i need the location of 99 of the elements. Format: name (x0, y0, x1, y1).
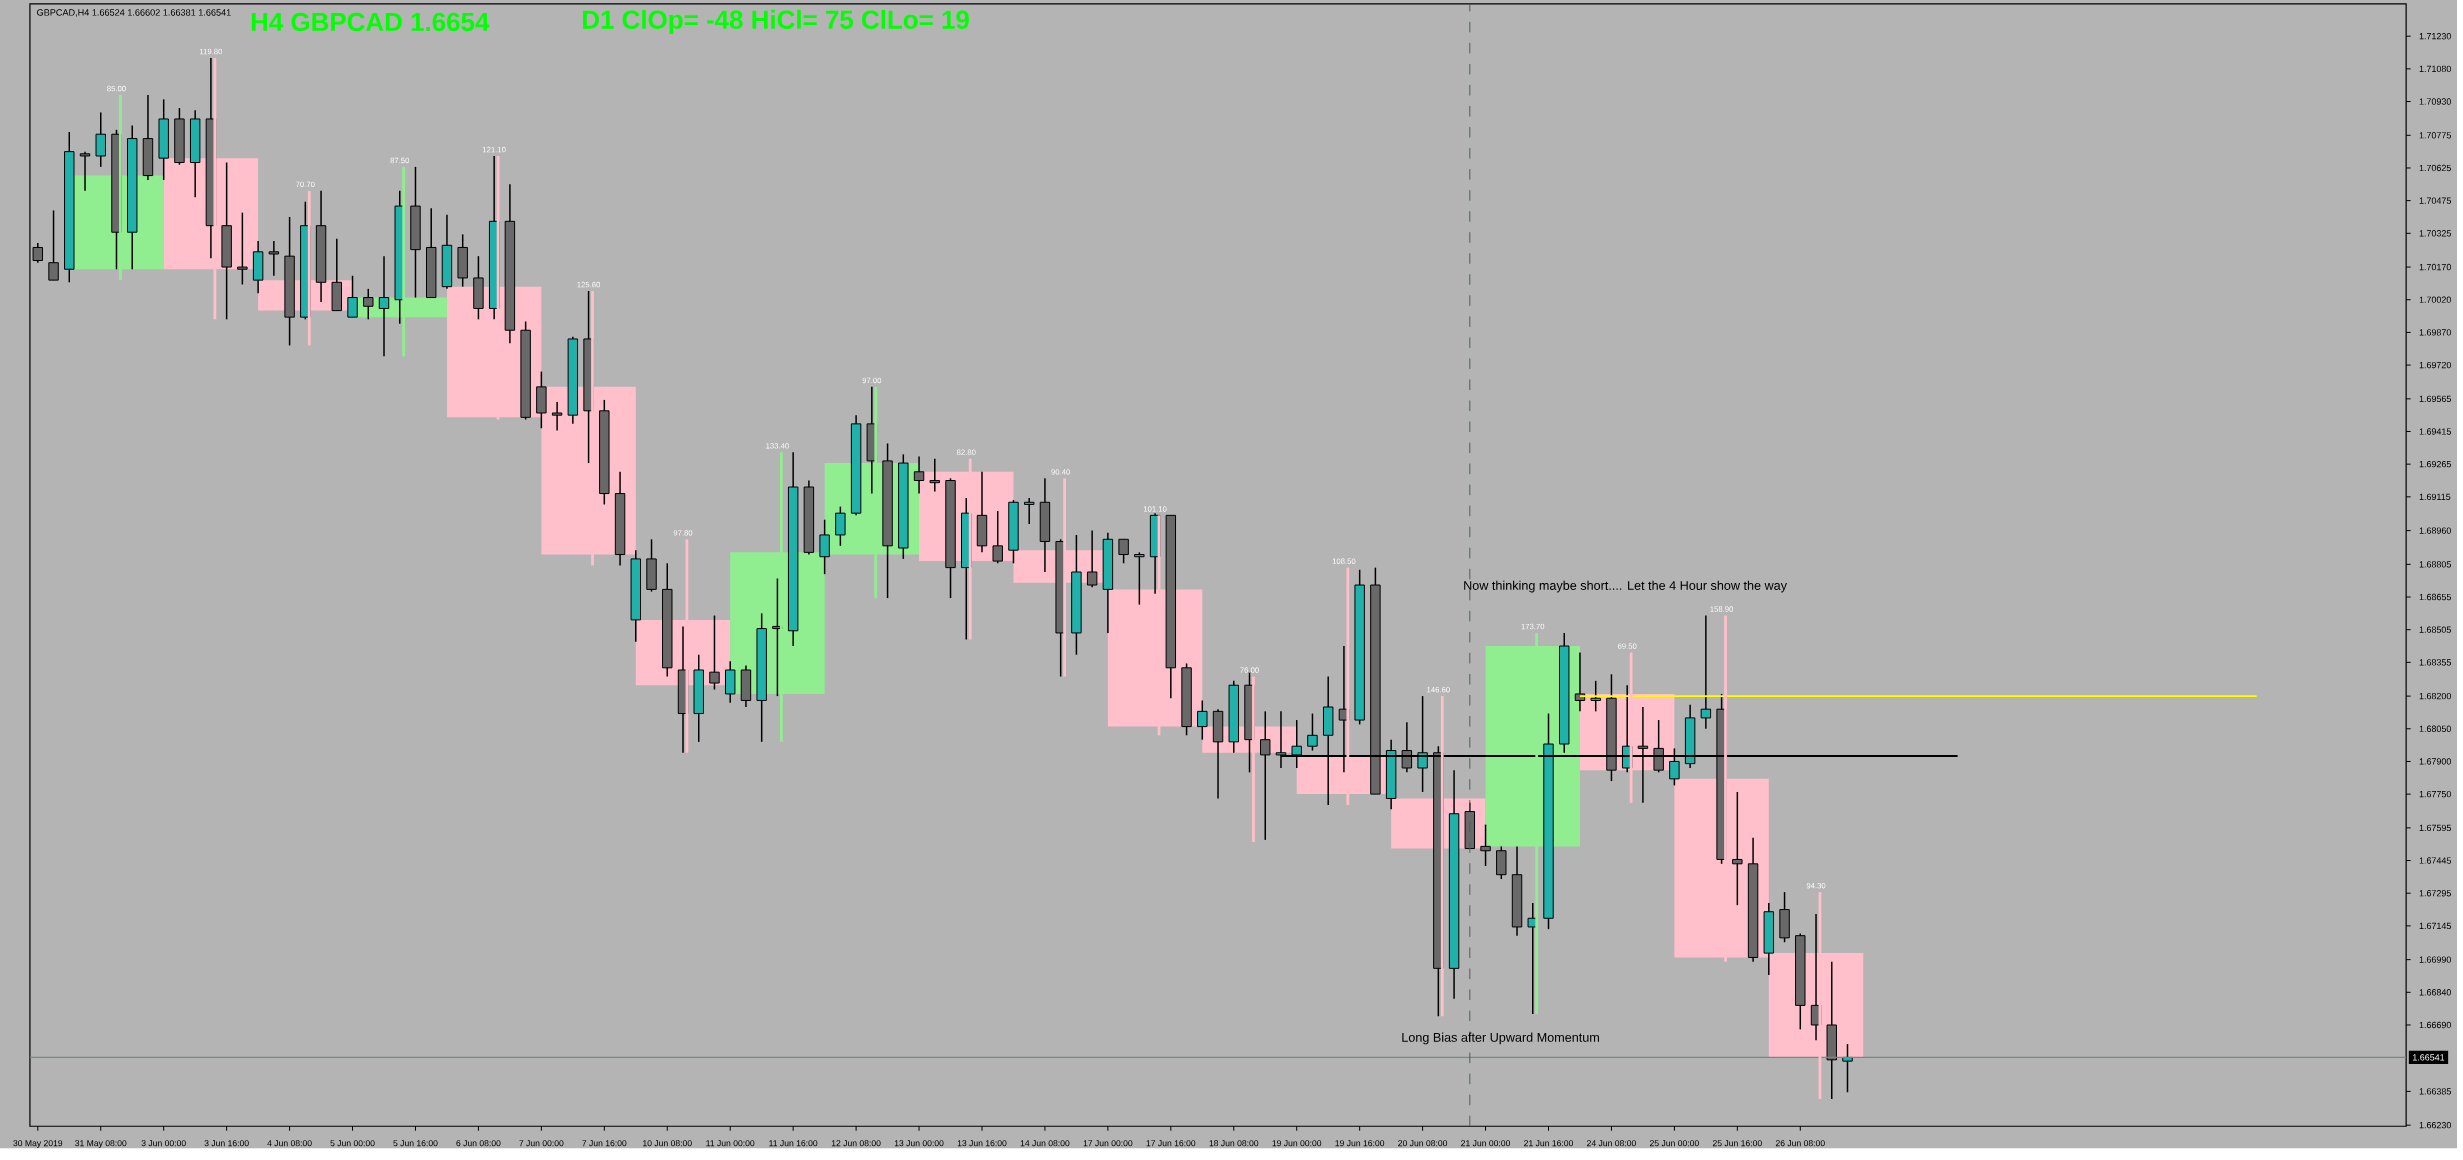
y-tick-label: 1.67295 (2419, 890, 2451, 897)
candlestick (1732, 791, 1743, 907)
candlestick (1307, 712, 1318, 752)
y-tick-label: 1.67595 (2419, 824, 2451, 832)
y-tick-label: 1.69565 (2419, 395, 2451, 403)
x-tick-label: 18 Jun 08:00 (1209, 1140, 1259, 1147)
candlestick (913, 455, 925, 495)
candlestick (1590, 680, 1601, 713)
candlestick (1700, 614, 1712, 730)
y-tick-label: 1.70325 (2419, 230, 2451, 237)
x-tick-label: 25 Jun 00:00 (1650, 1140, 1699, 1147)
y-tick-label: 1.69265 (2419, 461, 2451, 468)
annotation: Now thinking maybe short.... Let the 4 Hour show the way (1464, 580, 1788, 593)
y-tick-label: 1.68805 (2419, 561, 2451, 568)
candlestick (1023, 497, 1035, 525)
x-tick-label: 30 May 2019 (13, 1140, 63, 1149)
x-tick-label: 25 Jun 16:00 (1712, 1140, 1762, 1147)
x-tick-label: 20 Jun 08:00 (1398, 1140, 1448, 1147)
candlestick (1496, 845, 1507, 881)
y-tick-label: 1.70020 (2419, 296, 2451, 304)
y-tick-label: 1.70930 (2419, 98, 2451, 105)
candlestick (1842, 1043, 1853, 1094)
candlestick (347, 275, 358, 319)
x-tick-label: 4 Jun 08:00 (267, 1140, 312, 1147)
y-tick-label: 1.70775 (2419, 132, 2451, 139)
candlestick (551, 401, 563, 432)
y-tick-label: 1.66385 (2419, 1088, 2451, 1095)
y-tick-label: 1.70170 (2419, 264, 2451, 271)
y-tick-label: 1.67145 (2419, 922, 2451, 930)
y-tick-label: 1.69870 (2419, 329, 2451, 336)
y-tick-label: 1.66230 (2419, 1122, 2451, 1129)
annotation: Long Bias after Upward Momentum (1402, 1032, 1599, 1045)
x-tick-label: 24 Jun 08:00 (1587, 1140, 1636, 1147)
y-tick-label: 1.68655 (2419, 594, 2451, 601)
x-tick-label: 19 Jun 16:00 (1335, 1140, 1385, 1147)
candlestick (709, 614, 720, 691)
y-tick-label: 1.67750 (2419, 791, 2451, 798)
x-tick-label: 6 Jun 08:00 (456, 1140, 501, 1147)
x-tick-label: 11 Jun 16:00 (769, 1140, 818, 1147)
y-tick-label: 1.68050 (2419, 725, 2451, 733)
y-tick-label: 1.69115 (2419, 493, 2451, 501)
y-tick-label: 1.66690 (2419, 1021, 2451, 1029)
x-tick-label: 26 Jun 08:00 (1775, 1140, 1825, 1147)
candlestick (1134, 551, 1145, 606)
candlestick (992, 510, 1003, 565)
y-tick-label: 1.67900 (2419, 758, 2451, 765)
candlestick (237, 212, 248, 286)
candlestick (1574, 652, 1586, 713)
candlestick (79, 151, 91, 192)
y-tick-label: 1.68505 (2419, 626, 2451, 634)
candlestick (268, 240, 280, 277)
x-tick-label: 13 Jun 16:00 (957, 1140, 1007, 1147)
candlestick (1086, 530, 1098, 589)
x-tick-label: 10 Jun 08:00 (643, 1140, 692, 1147)
x-tick-label: 14 Jun 08:00 (1020, 1140, 1070, 1147)
x-tick-label: 7 Jun 00:00 (519, 1140, 564, 1147)
chart-subtitle: D1 ClOp= -48 HiCl= 75 ClLo= 19 (583, 10, 969, 35)
y-tick-label: 1.71080 (2419, 65, 2451, 73)
x-tick-label: 3 Jun 00:00 (141, 1140, 186, 1147)
y-tick-label: 1.69415 (2419, 428, 2451, 435)
chart-title: H4 GBPCAD 1.6654 (251, 12, 490, 32)
y-tick-label: 1.68200 (2419, 693, 2451, 700)
candlestick (1260, 710, 1271, 841)
x-tick-label: 5 Jun 16:00 (393, 1140, 438, 1147)
y-tick-label: 1.67445 (2419, 857, 2451, 864)
y-tick-label: 1.66990 (2419, 956, 2451, 964)
x-tick-label: 21 Jun 16:00 (1524, 1140, 1573, 1147)
candlestick (378, 255, 390, 358)
y-tick-label: 1.68355 (2419, 659, 2451, 666)
candlestick (48, 209, 59, 282)
annotation: GBPCAD,H4 1.66524 1.66602 1.66381 1.66541 (37, 9, 231, 17)
candlestick (95, 111, 106, 168)
candlestick (1197, 699, 1208, 741)
candlestick (819, 519, 830, 576)
candlestick (1118, 538, 1129, 565)
x-tick-label: 31 May 08:00 (75, 1140, 127, 1149)
candlestick (929, 458, 940, 493)
x-tick-label: 3 Jun 16:00 (204, 1140, 249, 1147)
x-tick-label: 12 Jun 08:00 (831, 1140, 881, 1147)
candlestick (32, 242, 44, 264)
y-tick-label: 1.69720 (2419, 362, 2451, 369)
candlestick (724, 660, 736, 704)
y-tick-label: 1.68960 (2419, 527, 2451, 534)
y-tick-label: 1.70625 (2419, 164, 2451, 172)
x-tick-label: 19 Jun 00:00 (1272, 1140, 1322, 1147)
candlestick (1480, 824, 1491, 867)
y-tick-label: 1.66840 (2419, 989, 2451, 996)
y-tick-label: 1.71230 (2419, 33, 2451, 40)
candlestick (363, 288, 374, 321)
x-tick-label: 11 Jun 00:00 (706, 1140, 755, 1147)
x-tick-label: 17 Jun 00:00 (1083, 1140, 1133, 1147)
ref-line-label: 1.66541 (2412, 1054, 2445, 1061)
x-tick-label: 13 Jun 00:00 (894, 1140, 944, 1147)
candlestick (835, 506, 846, 547)
y-tick-label: 1.70475 (2419, 197, 2451, 205)
x-tick-label: 5 Jun 00:00 (330, 1140, 375, 1147)
x-tick-label: 21 Jun 00:00 (1461, 1140, 1511, 1147)
x-tick-label: 7 Jun 16:00 (582, 1140, 627, 1147)
x-tick-label: 17 Jun 16:00 (1146, 1140, 1196, 1147)
